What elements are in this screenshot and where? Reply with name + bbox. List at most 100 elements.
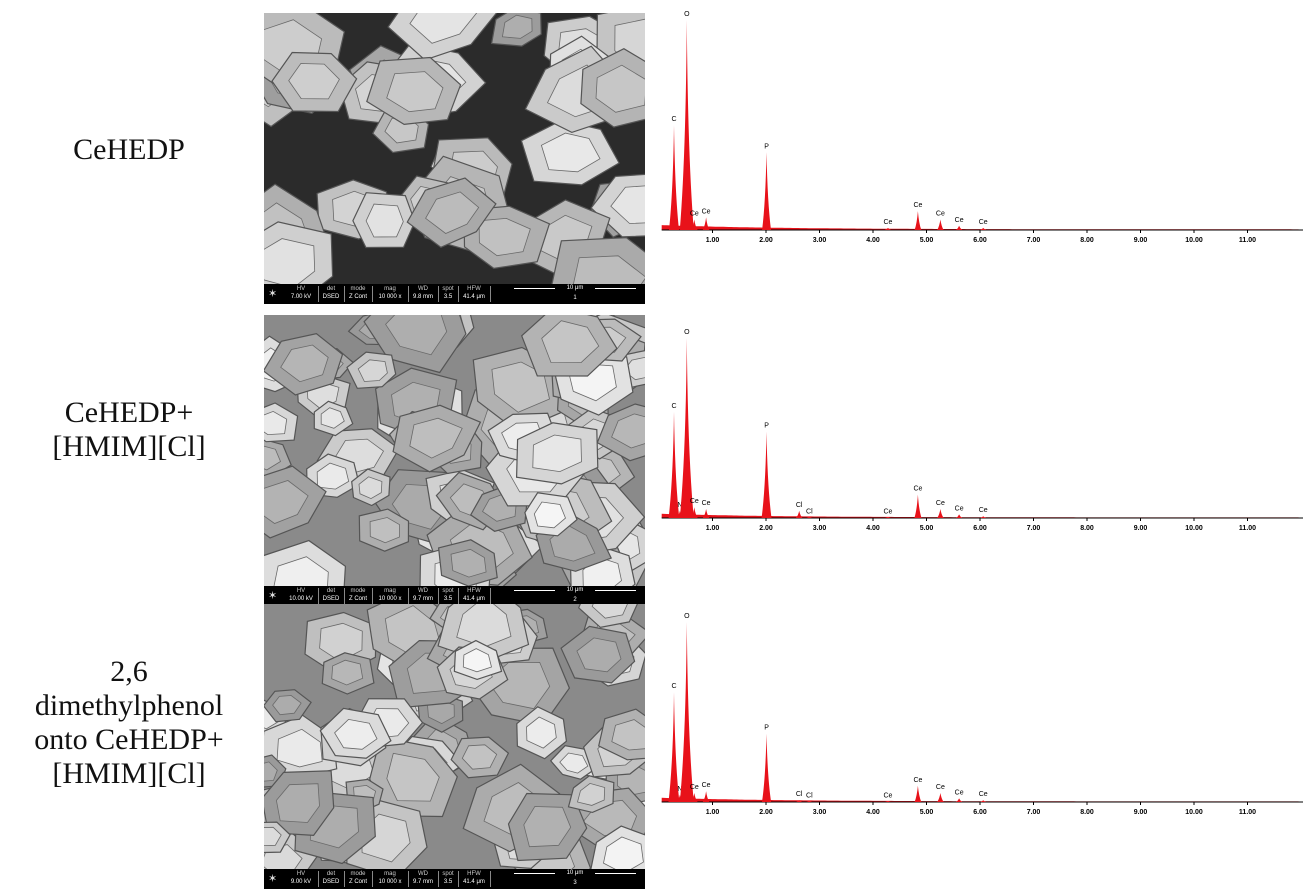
- peak-label: Ce: [690, 211, 699, 218]
- scale-bar-label: 10 μm: [555, 869, 595, 877]
- tick-label: 5.00: [920, 525, 934, 532]
- peak-ce-8: [885, 801, 891, 802]
- peak-label: Ce: [913, 486, 922, 493]
- sem-param-det: det DSED: [318, 285, 344, 301]
- tick-label: 5.00: [920, 237, 934, 244]
- spectrum-background: [661, 513, 1301, 518]
- sem-separator: [408, 588, 409, 604]
- sem-databar: ✶ HV 7.00 kV det DSED mode Z Cont mag 10 000 x WD…: [264, 284, 645, 304]
- crystal-step: [478, 217, 531, 257]
- sem-param-hv: HV 9.00 kV: [284, 870, 318, 886]
- peak-label: O: [684, 329, 690, 336]
- tick-label: 7.00: [1027, 525, 1041, 532]
- sem-param-value: 9.7 mm: [412, 879, 433, 885]
- peak-p-5: [762, 733, 772, 802]
- crystal-step: [611, 719, 645, 751]
- sem-param-label: HFW: [467, 871, 481, 877]
- scale-bar-label: 10 μm: [555, 586, 595, 594]
- sem-separator: [344, 871, 345, 887]
- eds-spectrum-3: C N O Ce Ce P Cl Cl Ce Ce Ce Ce Ce 1.00 2.00 3.00 4.00 5.…: [655, 612, 1305, 832]
- crystal-step: [264, 826, 282, 847]
- crystal-step: [369, 517, 401, 544]
- tick-label: 2.00: [759, 809, 773, 816]
- label-line: onto CeHEDP+: [34, 723, 224, 756]
- peak-label: Ce: [702, 782, 711, 789]
- peak-ce-8: [885, 517, 891, 518]
- sem-param-value: 10 000 x: [378, 294, 402, 300]
- crystal-step: [386, 71, 444, 113]
- peak-label: Ce: [884, 792, 893, 799]
- sem-separator: [408, 871, 409, 887]
- sem-param-value: Z Cont: [348, 596, 367, 602]
- peak-label: Ce: [702, 208, 711, 215]
- sem-param-label: mag: [384, 871, 396, 877]
- peak-label: P: [764, 725, 769, 732]
- peak-cl-7: [806, 801, 813, 802]
- crystal-step: [409, 13, 478, 44]
- sem-param-wd: WD 9.7 mm: [408, 870, 438, 886]
- row-label-3: 2,6 dimethylphenol onto CeHEDP+ [HMIM][C…: [0, 655, 258, 791]
- tick-label: 1.00: [706, 237, 720, 244]
- label-line: [HMIM][Cl]: [52, 430, 206, 463]
- crystal-step: [264, 238, 316, 284]
- crystal-step: [532, 434, 582, 473]
- eds-spectrum-2: C N O Ce Ce P Cl Cl Ce Ce Ce Ce Ce 1.00 2.00 3.00 4.00 5.…: [655, 328, 1305, 548]
- peak-label: Ce: [955, 789, 964, 796]
- sem-param-mode: mode Z Cont: [344, 587, 372, 603]
- crystal-step: [603, 836, 644, 869]
- crystal-step: [611, 413, 645, 449]
- peak-label: Ce: [979, 507, 988, 514]
- crystal-step: [264, 480, 309, 524]
- tick-label: 1.00: [706, 525, 720, 532]
- peak-label: Ce: [936, 784, 945, 791]
- sem-param-label: mag: [384, 286, 396, 292]
- crystal-step: [523, 806, 572, 848]
- tick-label: 10.00: [1185, 525, 1203, 532]
- sem-separator: [408, 286, 409, 302]
- peak-label: O: [684, 613, 690, 620]
- tick-label: 5.00: [920, 809, 934, 816]
- sem-micrograph: [264, 604, 645, 869]
- peak-ce-12: [980, 516, 987, 518]
- sem-image-number: 1: [573, 295, 577, 301]
- peak-label: Ce: [884, 508, 893, 515]
- tick-label: 6.00: [973, 237, 987, 244]
- sem-param-spot: spot 3.5: [438, 870, 458, 886]
- tick-label: 9.00: [1134, 525, 1148, 532]
- crystal-step: [357, 359, 388, 382]
- peak-ce-5: [884, 227, 891, 230]
- peak-label: Cl: [806, 508, 813, 515]
- crystal-step: [425, 191, 480, 234]
- scale-bar-label: 10 μm: [555, 284, 595, 292]
- crystal-step: [533, 501, 566, 529]
- peak-ce-4: [702, 791, 710, 802]
- peak-label: Ce: [955, 217, 964, 224]
- crystal-step: [275, 783, 320, 823]
- peak-c-0: [668, 411, 680, 518]
- peak-ce-9: [980, 227, 987, 230]
- peak-label: Cl: [796, 502, 803, 509]
- peak-ce-6: [914, 211, 922, 230]
- crystal-step: [385, 315, 448, 356]
- sem-micrograph: [264, 315, 645, 586]
- tick-label: 6.00: [973, 525, 987, 532]
- crystal-step: [358, 476, 383, 500]
- sem-param-label: mode: [350, 871, 366, 877]
- peak-cl-6: [796, 800, 803, 802]
- crystal-step: [610, 185, 645, 224]
- peak-ce-3: [691, 793, 698, 802]
- crystal-step: [577, 782, 606, 806]
- sem-separator: [438, 871, 439, 887]
- tick-label: 3.00: [813, 525, 827, 532]
- crystal-step: [264, 761, 278, 782]
- sem-separator: [458, 871, 459, 887]
- crystal-step: [576, 637, 622, 673]
- sem-param-value: DSED: [322, 596, 340, 602]
- sem-separator: [438, 286, 439, 302]
- sem-databar: ✶ HV 9.00 kV det DSED mode Z Cont mag 10 000 x WD…: [264, 869, 645, 889]
- crystal-step: [272, 695, 302, 716]
- spectrum-background: [661, 225, 1301, 230]
- tick-label: 11.00: [1239, 809, 1256, 816]
